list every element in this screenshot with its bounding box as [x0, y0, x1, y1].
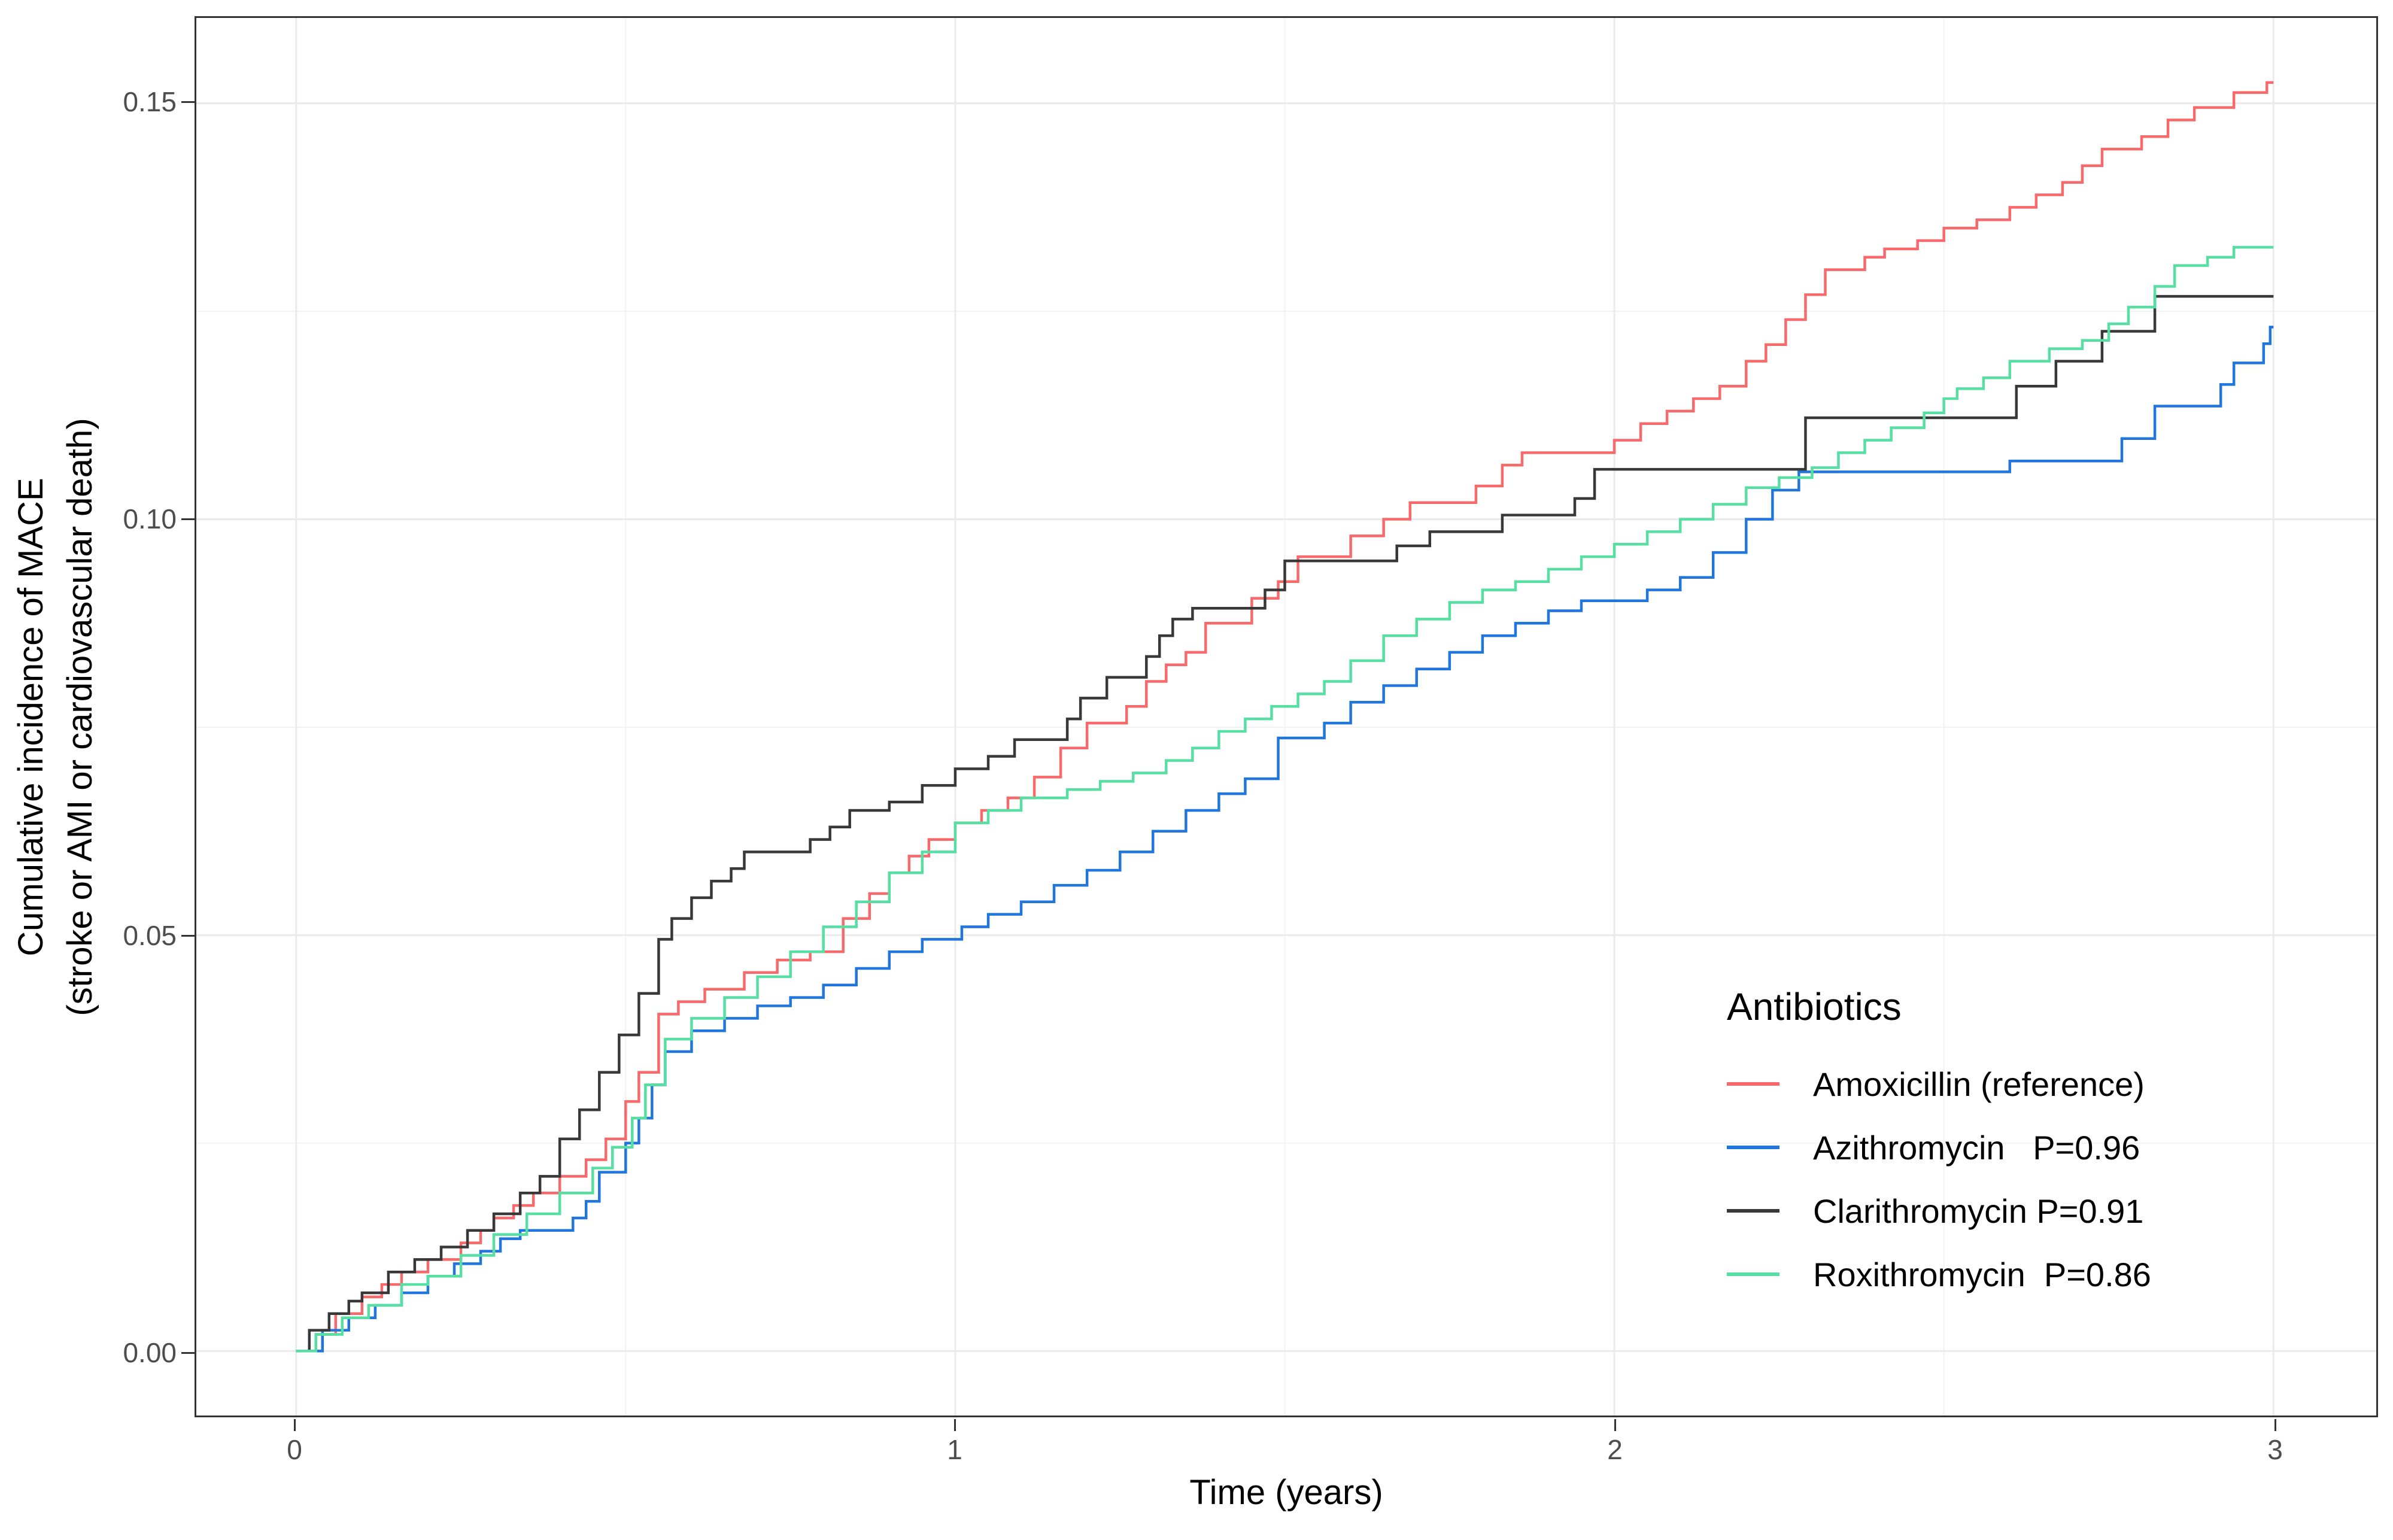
legend-item: Roxithromycin P=0.86 — [1727, 1255, 2151, 1293]
y-tick-label: 0.05 — [123, 920, 177, 952]
x-tick-mark — [954, 1419, 956, 1431]
legend-items: Amoxicillin (reference) Azithromycin P=0.… — [1727, 1065, 2151, 1293]
y-axis-title-line1: Cumulative incidence of MACE — [11, 478, 50, 956]
legend-item-label: Roxithromycin P=0.86 — [1813, 1255, 2151, 1293]
y-axis-title: Cumulative incidence of MACE (stroke or … — [7, 418, 105, 1016]
y-tick-mark — [181, 935, 195, 937]
y-tick-mark — [181, 101, 195, 104]
legend-title: Antibiotics — [1727, 985, 1902, 1028]
x-tick-label: 2 — [1607, 1434, 1623, 1465]
series-line-roxithromycin — [296, 245, 2274, 1353]
y-tick-label: 0.00 — [123, 1337, 177, 1368]
legend-key-line — [1727, 1146, 1779, 1149]
legend-item-label: Clarithromycin P=0.91 — [1813, 1192, 2144, 1230]
series-line-azithromycin — [296, 326, 2274, 1353]
legend-key-line — [1727, 1272, 1779, 1276]
series-line-amoxicillin-reference — [296, 81, 2274, 1353]
series-line-clarithromycin — [296, 294, 2274, 1353]
y-tick-mark — [181, 1352, 195, 1354]
x-axis-title: Time (years) — [1189, 1473, 1383, 1512]
x-tick-label: 1 — [947, 1434, 962, 1465]
legend-item-label: Amoxicillin (reference) — [1813, 1065, 2145, 1103]
x-tick-mark — [1614, 1419, 1616, 1431]
legend-key-line — [1727, 1082, 1779, 1086]
legend-item: Azithromycin P=0.96 — [1727, 1128, 2151, 1167]
legend-item-label: Azithromycin P=0.96 — [1813, 1128, 2140, 1167]
plot-area-svg — [196, 18, 2376, 1416]
legend-item: Clarithromycin P=0.91 — [1727, 1192, 2151, 1230]
plot-panel — [195, 16, 2378, 1417]
y-axis-title-line2: (stroke or AMI or cardiovascular death) — [60, 418, 99, 1016]
legend: Antibiotics Amoxicillin (reference) Azith… — [1727, 985, 2151, 1320]
y-tick-label: 0.15 — [123, 86, 177, 118]
legend-item: Amoxicillin (reference) — [1727, 1065, 2151, 1103]
y-tick-label: 0.10 — [123, 503, 177, 534]
legend-key-line — [1727, 1209, 1779, 1213]
x-tick-mark — [2274, 1419, 2276, 1431]
x-tick-mark — [294, 1419, 296, 1431]
x-tick-label: 3 — [2267, 1434, 2283, 1465]
x-tick-label: 0 — [287, 1434, 302, 1465]
y-tick-mark — [181, 518, 195, 520]
